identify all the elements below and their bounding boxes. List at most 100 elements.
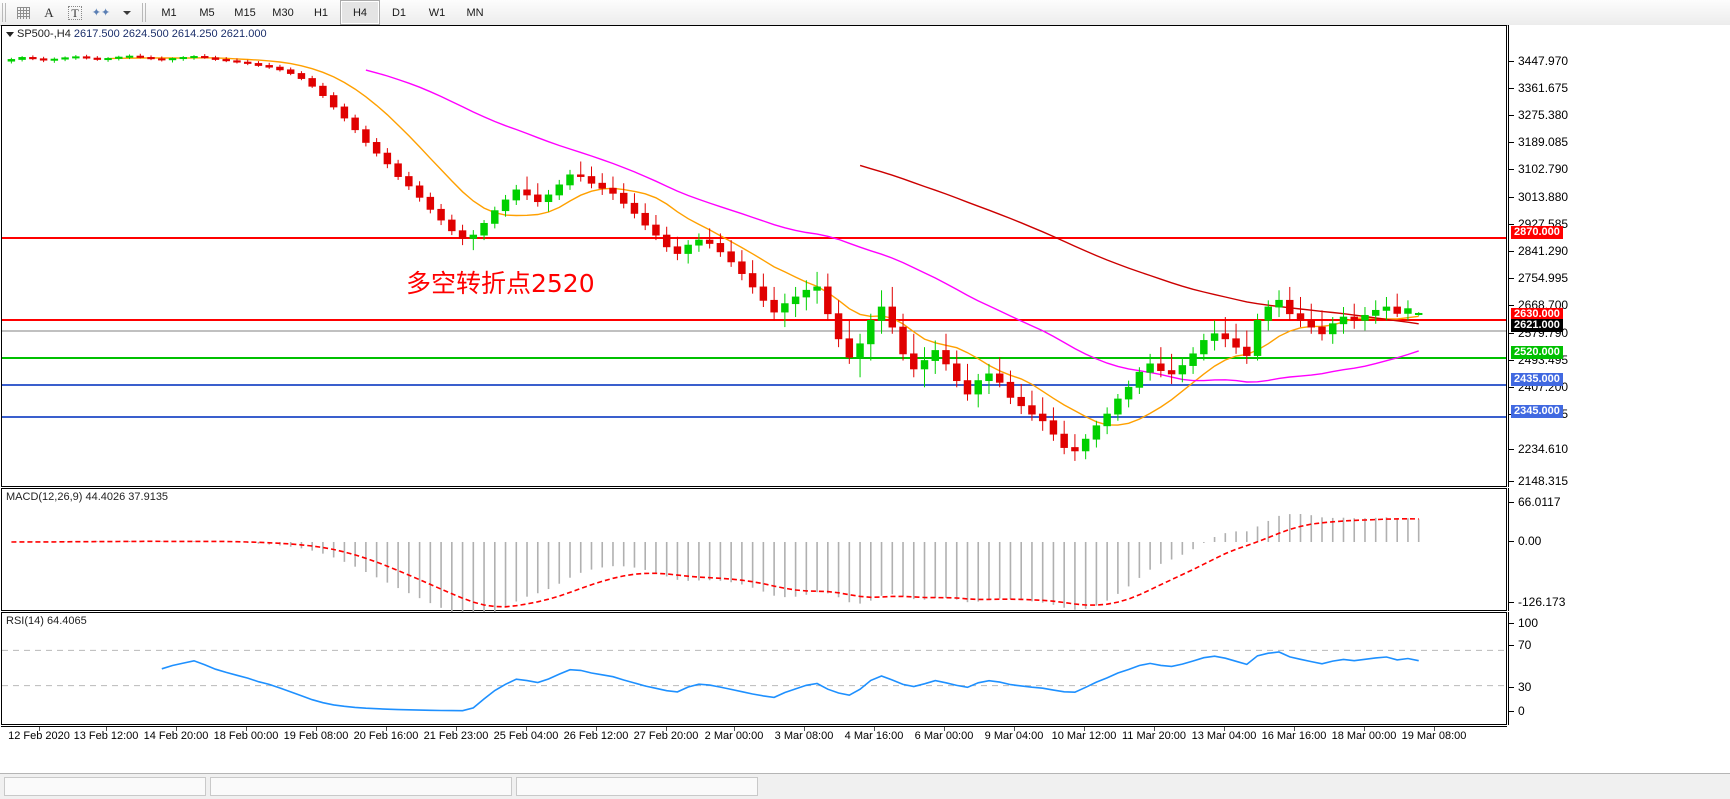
candle — [61, 56, 69, 62]
time-tick — [386, 727, 387, 731]
shapes-icon[interactable]: ✦✦ — [91, 7, 111, 19]
candle — [426, 192, 435, 214]
price-badge[interactable]: 2870.000 — [1511, 226, 1563, 239]
ohlc-values: 2617.500 2624.500 2614.250 2621.000 — [73, 28, 267, 40]
candle — [7, 57, 16, 64]
price-tick: 2148.315 — [1509, 474, 1568, 488]
timeframe-h4[interactable]: H4 — [340, 0, 380, 25]
candle — [1243, 330, 1251, 364]
candle — [1178, 357, 1187, 383]
candle — [1157, 347, 1165, 378]
time-scale[interactable]: 12 Feb 2020 13 Feb 12:00 14 Feb 20:00 18 Fe… — [1, 726, 1507, 746]
time-label: 18 Mar 00:00 — [1331, 730, 1397, 742]
time-label: 16 Mar 16:00 — [1261, 730, 1327, 742]
time-tick — [596, 727, 597, 731]
candle — [1060, 420, 1068, 455]
price-badge[interactable]: 2621.000 — [1511, 319, 1563, 332]
timeframe-m1[interactable]: M1 — [161, 6, 177, 19]
macd-tick: -126.173 — [1509, 595, 1565, 609]
time-tick — [1294, 727, 1295, 731]
price-badge[interactable]: 2435.000 — [1511, 373, 1563, 386]
timeframe-m30[interactable]: M30 — [272, 6, 294, 19]
candle — [716, 233, 725, 257]
candle — [770, 286, 778, 321]
time-label: 25 Feb 04:00 — [493, 730, 559, 742]
time-tick — [734, 727, 735, 731]
timeframe-w1[interactable]: W1 — [428, 6, 446, 19]
candle — [598, 173, 606, 195]
candle — [609, 176, 617, 200]
price-badge[interactable]: 2520.000 — [1511, 346, 1563, 359]
rsi-tick: 0 — [1509, 704, 1525, 718]
chart-menu-icon[interactable] — [6, 31, 14, 37]
toolbar-grip-1[interactable] — [2, 3, 7, 22]
candle — [577, 161, 585, 182]
candle — [308, 75, 316, 88]
price-scale-macd[interactable]: 66.0117 0.00 -126.173 — [1508, 488, 1730, 611]
candle — [566, 169, 574, 190]
price-pane[interactable]: SP500-,H4 2617.500 2624.500 2614.250 262… — [1, 25, 1507, 487]
text-label-icon[interactable]: A — [44, 4, 54, 20]
macd-label: MACD(12,26,9) 44.4026 37.9135 — [6, 491, 169, 503]
candle — [802, 280, 811, 311]
price-badge[interactable]: 2630.000 — [1511, 308, 1563, 321]
candle — [953, 350, 961, 388]
rsi-pane[interactable]: RSI(14) 64.4065 — [1, 612, 1507, 725]
candle — [1038, 397, 1047, 431]
candle — [222, 57, 230, 63]
time-label: 13 Mar 04:00 — [1191, 730, 1257, 742]
macd-pane[interactable]: MACD(12,26,9) 44.4026 37.9135 — [1, 488, 1507, 618]
candle — [1307, 303, 1315, 334]
timeframe-h1[interactable]: H1 — [313, 6, 329, 19]
status-cell-3 — [516, 777, 758, 796]
candle — [72, 55, 80, 60]
candle — [673, 236, 682, 261]
candle — [136, 53, 145, 59]
crosshair-grid-icon[interactable] — [10, 1, 36, 24]
time-tick — [1434, 727, 1435, 731]
macd-signal-line — [11, 517, 1419, 608]
time-label: 3 Mar 08:00 — [774, 730, 834, 742]
candle — [1028, 390, 1036, 421]
price-badge[interactable]: 2345.000 — [1511, 405, 1563, 418]
candle — [448, 214, 456, 236]
price-scale-main[interactable]: 3447.970 3361.675 3275.380 3189.085 3102.790… — [1508, 25, 1730, 488]
price-scale-rsi[interactable]: 100 70 30 0 — [1508, 612, 1730, 725]
candle — [1189, 347, 1197, 374]
candle — [233, 58, 241, 64]
candle — [1404, 300, 1412, 321]
rsi-tick: 30 — [1509, 680, 1531, 694]
candle — [748, 260, 757, 294]
candle — [995, 357, 1004, 388]
candle — [297, 71, 306, 81]
status-cell-1 — [4, 777, 206, 796]
candle — [877, 290, 886, 334]
candle — [1361, 307, 1369, 331]
chevron-down-icon[interactable] — [114, 1, 140, 24]
timeframe-m5[interactable]: M5 — [199, 6, 215, 19]
candle — [791, 286, 800, 318]
candle — [158, 56, 166, 62]
candle — [974, 373, 982, 408]
candle — [458, 224, 467, 246]
candle — [759, 273, 768, 308]
candle — [845, 320, 854, 364]
candle — [1296, 296, 1305, 328]
symbol-header[interactable]: SP500-,H4 2617.500 2624.500 2614.250 262… — [6, 28, 267, 40]
chart-annotation-text[interactable]: 多空转折点2520 — [406, 269, 595, 298]
timeframe-m15[interactable]: M15 — [234, 6, 256, 19]
toolbar-grip-2[interactable] — [142, 3, 147, 22]
time-label: 11 Mar 20:00 — [1121, 730, 1187, 742]
time-tick — [526, 727, 527, 731]
timeframe-mn[interactable]: MN — [466, 6, 484, 19]
candle — [340, 103, 349, 122]
rsi-tick: 100 — [1509, 616, 1538, 630]
candle — [641, 203, 649, 231]
timeframe-d1[interactable]: D1 — [391, 6, 407, 19]
candle — [276, 64, 284, 72]
time-label: 27 Feb 20:00 — [633, 730, 699, 742]
time-tick — [246, 727, 247, 731]
text-box-icon[interactable]: T — [62, 1, 88, 24]
candle — [738, 250, 746, 281]
candle — [523, 176, 531, 200]
